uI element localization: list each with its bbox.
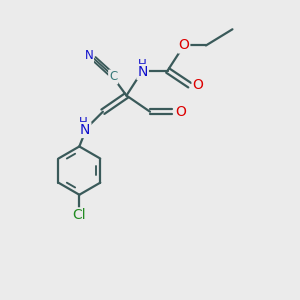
Text: N: N	[84, 49, 93, 62]
Text: N: N	[137, 65, 148, 79]
Text: Cl: Cl	[73, 208, 86, 222]
Text: N: N	[80, 123, 90, 137]
Text: C: C	[109, 70, 117, 83]
Text: H: H	[138, 58, 147, 71]
Text: H: H	[80, 116, 88, 128]
Text: O: O	[178, 38, 189, 52]
Text: O: O	[193, 78, 203, 92]
Text: O: O	[175, 105, 186, 119]
